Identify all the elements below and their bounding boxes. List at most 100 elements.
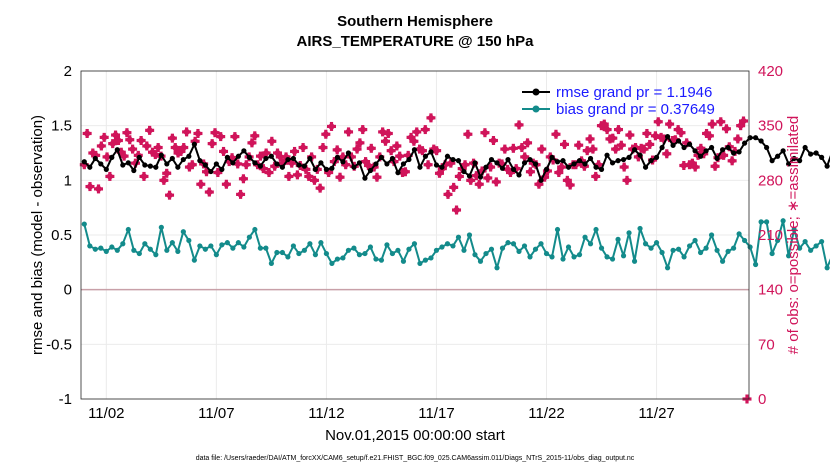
obs-assimilated-point [449,182,459,192]
bias-point [538,241,544,247]
obs-assimilated-point [662,149,672,159]
rmse-point [521,160,528,166]
bias-point [263,245,269,251]
obs-assimilated-point [335,172,345,182]
bias-point [653,240,660,246]
bias-point [494,265,500,271]
obs-assimilated-point [264,168,274,178]
rmse-point [208,168,214,175]
bias-point [582,234,588,240]
obs-assimilated-point [710,161,720,171]
bias-point [565,244,572,250]
obs-assimilated-point [716,117,726,127]
rmse-point [538,177,544,183]
rmse-point [131,167,137,174]
obs-assimilated-point [619,162,629,172]
bias-point [664,265,671,271]
rmse-point [367,167,374,174]
rmse-point [741,140,748,146]
obs-assimilated-point [102,152,112,162]
bias-point [637,225,643,232]
obs-assimilated-point [162,168,172,178]
bias-point [609,256,616,262]
rmse-point [345,150,352,156]
rmse-point [747,135,753,141]
rmse-point [494,160,500,166]
bias-point [389,250,396,257]
rmse-point [791,155,797,162]
bias-point [175,248,181,254]
bias-point [450,243,456,249]
rmse-point [505,156,511,163]
rmse-point [615,158,621,164]
obs-assimilated-point [409,136,419,146]
rmse-point [450,156,456,163]
bias-point [554,226,561,233]
bias-point [516,248,522,254]
bias-point [103,248,109,254]
rmse-point [714,155,720,162]
rmse-point [180,156,186,163]
rmse-point [136,154,142,160]
obs-assimilated-point [327,121,336,131]
rmse-point [703,148,709,154]
bias-point [686,243,693,249]
bias-point [439,244,445,250]
rmse-point [455,158,462,164]
rmse-point [164,161,170,167]
obs-assimilated-point [145,125,155,135]
bias-point [780,218,786,224]
bias-point [257,245,263,251]
bias-point [378,257,385,263]
bias-point [615,236,621,242]
rmse-point [158,152,164,158]
bias-point [406,246,412,252]
bias-point [224,240,230,246]
rmse-point [439,164,445,170]
rmse-point [560,158,566,164]
bias-point [455,234,462,240]
bias-point [791,226,797,233]
bias-point [824,265,830,271]
bias-point [334,256,341,262]
rmse-point [373,161,379,167]
chart-title: Southern Hemisphere [337,13,493,30]
bias-point [384,242,390,248]
obs-assimilated-point [182,127,192,137]
rmse-point [609,160,616,166]
bias-point [725,248,731,254]
bias-point [290,243,296,249]
rmse-point [725,144,731,151]
bias-point [433,247,440,253]
bias-point [521,243,528,249]
rmse-point [499,165,506,171]
rmse-point [87,164,93,170]
obs-assimilated-point [193,128,203,138]
obs-assimilated-point [514,120,524,130]
bias-point [373,256,379,262]
rmse-point [186,153,192,159]
obs-assimilated-point [537,144,547,154]
bias-point [675,246,682,252]
rmse-point [758,138,764,144]
rmse-point [642,164,649,170]
obs-assimilated-point [238,174,248,184]
rmse-point [125,160,131,166]
rmse-point [461,168,467,175]
obs-assimilated-point [551,129,561,139]
bias-point [510,241,517,247]
y-axis-label-left: rmse and bias (model - observation) [29,115,46,355]
bias-point [367,244,374,250]
y-tick-label-left: 0.5 [51,227,72,244]
rmse-point [472,160,478,166]
obs-assimilated-point [125,135,135,145]
bias-point [219,242,225,248]
rmse-point [681,144,687,151]
rmse-point [147,163,153,169]
rmse-point [708,144,715,151]
bias-point [230,245,236,251]
rmse-point [730,150,737,156]
rmse-point [433,162,440,168]
x-tick-label: 11/22 [528,405,564,422]
rmse-point [549,154,555,160]
